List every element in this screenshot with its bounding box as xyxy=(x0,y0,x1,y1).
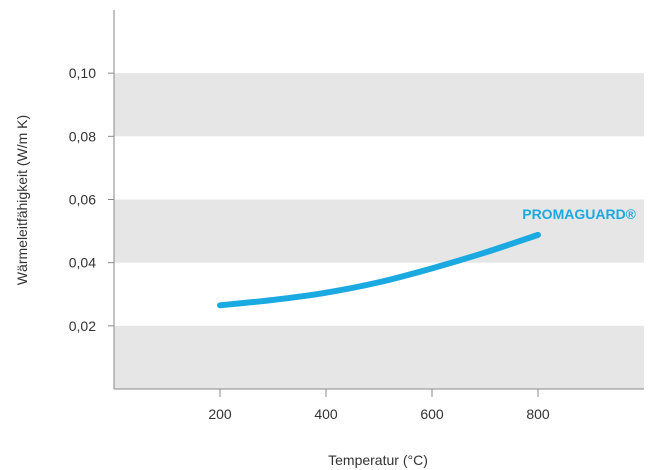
y-axis-title: Wärmeleitfähigkeit (W/m K) xyxy=(14,115,30,285)
y-tick-marks xyxy=(108,72,114,327)
x-tick-labels: 200 400 600 800 xyxy=(208,406,550,422)
y-tick-label: 0,02 xyxy=(69,318,96,334)
y-tick-labels: 0,02 0,04 0,06 0,08 0,10 xyxy=(69,65,96,334)
series-label: PROMAGUARD® xyxy=(522,206,636,222)
x-tick-marks xyxy=(219,389,539,397)
background-bands xyxy=(114,73,644,389)
background-band xyxy=(114,73,644,137)
series-layer: PROMAGUARD® xyxy=(217,206,637,309)
series-line xyxy=(217,231,541,309)
y-tick-label: 0,10 xyxy=(69,65,96,81)
x-axis-title: Temperatur (°C) xyxy=(328,452,428,468)
background-band xyxy=(114,325,644,389)
x-tick-label: 400 xyxy=(314,406,338,422)
background-band xyxy=(114,199,644,263)
x-tick-label: 800 xyxy=(526,406,550,422)
y-tick-label: 0,06 xyxy=(69,192,96,208)
y-tick-label: 0,04 xyxy=(69,255,96,271)
x-tick-label: 200 xyxy=(208,406,232,422)
x-tick-label: 600 xyxy=(420,406,444,422)
y-tick-label: 0,08 xyxy=(69,128,96,144)
